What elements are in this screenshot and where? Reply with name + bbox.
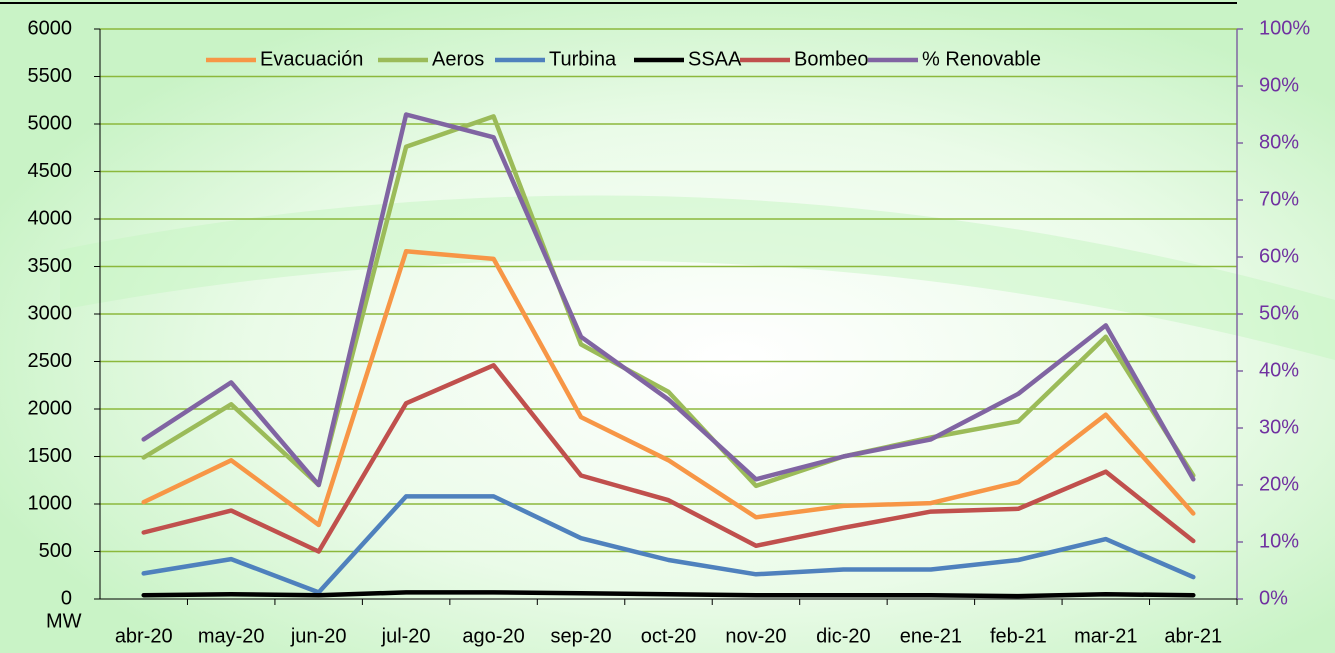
y-tick-label: 4500	[28, 160, 73, 182]
y2-tick-label: 0%	[1259, 587, 1288, 609]
y-axis-label: MW	[46, 610, 82, 632]
y2-tick-label: 30%	[1259, 416, 1299, 438]
y-tick-label: 4000	[28, 207, 73, 229]
x-tick-label: may-20	[198, 625, 265, 647]
x-tick-label: feb-21	[990, 625, 1047, 647]
x-tick-label: ene-21	[900, 625, 962, 647]
y2-tick-label: 70%	[1259, 188, 1299, 210]
y2-tick-label: 90%	[1259, 74, 1299, 96]
x-tick-label: dic-20	[816, 625, 870, 647]
y-tick-label: 3500	[28, 255, 73, 277]
y-tick-label: 6000	[28, 17, 73, 39]
y2-tick-label: 80%	[1259, 131, 1299, 153]
x-tick-label: mar-21	[1074, 625, 1137, 647]
legend-label: Bombeo	[794, 48, 869, 70]
legend-label: SSAA	[688, 48, 742, 70]
x-tick-label: jun-20	[290, 625, 347, 647]
y-tick-label: 3000	[28, 302, 73, 324]
x-tick-label: abr-20	[115, 625, 173, 647]
y-tick-label: 500	[39, 540, 72, 562]
x-tick-label: jul-20	[381, 625, 431, 647]
y2-tick-label: 60%	[1259, 245, 1299, 267]
legend-label: Evacuación	[260, 48, 363, 70]
legend-label: Turbina	[549, 48, 617, 70]
x-tick-label: oct-20	[641, 625, 697, 647]
legend-label: Aeros	[432, 48, 484, 70]
x-tick-label: sep-20	[550, 625, 611, 647]
y-tick-label: 1500	[28, 445, 73, 467]
x-tick-label: nov-20	[725, 625, 786, 647]
y2-tick-label: 40%	[1259, 359, 1299, 381]
y2-tick-label: 50%	[1259, 302, 1299, 324]
y-tick-label: 5000	[28, 112, 73, 134]
y-tick-label: 1000	[28, 492, 73, 514]
y2-tick-label: 10%	[1259, 530, 1299, 552]
background	[0, 0, 1335, 653]
chart: MW 0 500 1000 1500 2000 2500 3000 3500 4000 4500 5…	[0, 0, 1335, 653]
legend-label: % Renovable	[922, 48, 1041, 70]
y-tick-label: 5500	[28, 65, 73, 87]
x-tick-label: ago-20	[462, 625, 524, 647]
y-tick-label: 2500	[28, 350, 73, 372]
y2-tick-label: 100%	[1259, 17, 1310, 39]
x-tick-label: abr-21	[1164, 625, 1222, 647]
y-tick-label: 0	[61, 587, 72, 609]
y2-tick-label: 20%	[1259, 473, 1299, 495]
y-tick-label: 2000	[28, 397, 73, 419]
